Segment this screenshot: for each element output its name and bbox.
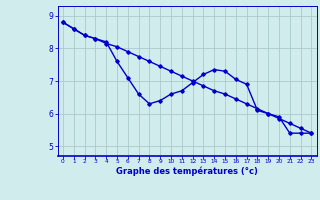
X-axis label: Graphe des températures (°c): Graphe des températures (°c): [116, 167, 258, 176]
